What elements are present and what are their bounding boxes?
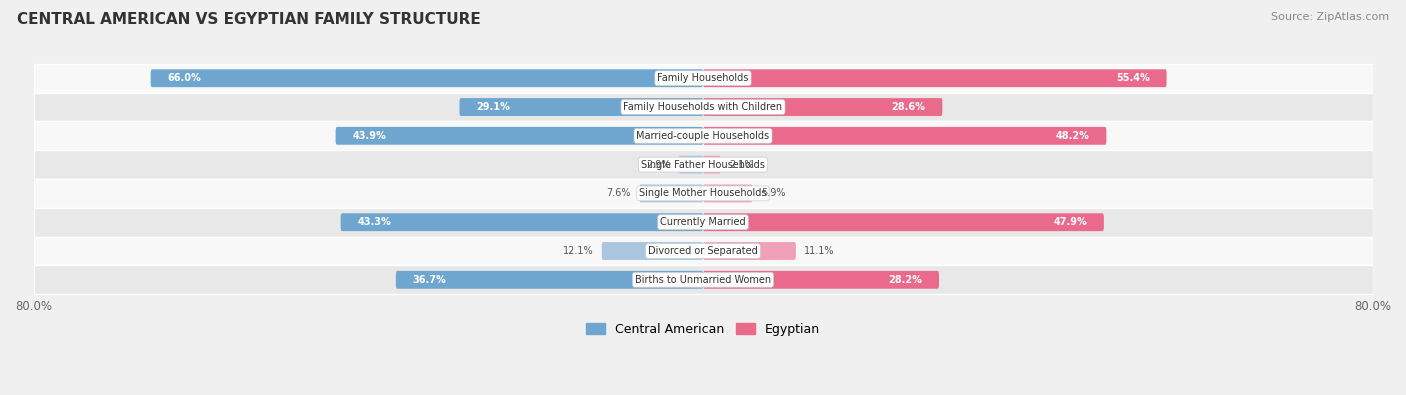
FancyBboxPatch shape <box>703 127 1107 145</box>
FancyBboxPatch shape <box>703 242 796 260</box>
Bar <box>34 179 1372 208</box>
FancyBboxPatch shape <box>460 98 703 116</box>
FancyBboxPatch shape <box>336 127 703 145</box>
FancyBboxPatch shape <box>703 69 1167 87</box>
Text: Family Households: Family Households <box>658 73 748 83</box>
Text: 36.7%: 36.7% <box>412 275 446 285</box>
FancyBboxPatch shape <box>703 156 720 173</box>
Bar <box>34 265 1372 294</box>
Text: 5.9%: 5.9% <box>761 188 785 198</box>
FancyBboxPatch shape <box>703 271 939 289</box>
Text: 2.9%: 2.9% <box>645 160 671 169</box>
Bar <box>34 150 1372 179</box>
Bar <box>34 64 1372 93</box>
Text: 11.1%: 11.1% <box>804 246 835 256</box>
FancyBboxPatch shape <box>703 98 942 116</box>
FancyBboxPatch shape <box>679 156 703 173</box>
FancyBboxPatch shape <box>703 213 1104 231</box>
Text: 43.3%: 43.3% <box>357 217 391 227</box>
Text: 28.2%: 28.2% <box>889 275 922 285</box>
Text: 43.9%: 43.9% <box>353 131 387 141</box>
Text: 66.0%: 66.0% <box>167 73 201 83</box>
Text: CENTRAL AMERICAN VS EGYPTIAN FAMILY STRUCTURE: CENTRAL AMERICAN VS EGYPTIAN FAMILY STRU… <box>17 12 481 27</box>
Bar <box>34 237 1372 265</box>
Text: 48.2%: 48.2% <box>1056 131 1090 141</box>
Text: 2.1%: 2.1% <box>728 160 754 169</box>
Text: Currently Married: Currently Married <box>661 217 745 227</box>
Bar <box>34 208 1372 237</box>
Text: 55.4%: 55.4% <box>1116 73 1150 83</box>
FancyBboxPatch shape <box>602 242 703 260</box>
Legend: Central American, Egyptian: Central American, Egyptian <box>581 318 825 341</box>
Text: 47.9%: 47.9% <box>1053 217 1087 227</box>
FancyBboxPatch shape <box>396 271 703 289</box>
Text: Single Mother Households: Single Mother Households <box>640 188 766 198</box>
FancyBboxPatch shape <box>340 213 703 231</box>
Text: 28.6%: 28.6% <box>891 102 925 112</box>
Text: Source: ZipAtlas.com: Source: ZipAtlas.com <box>1271 12 1389 22</box>
Bar <box>34 93 1372 121</box>
Text: Births to Unmarried Women: Births to Unmarried Women <box>636 275 770 285</box>
Text: 7.6%: 7.6% <box>606 188 631 198</box>
Text: Family Households with Children: Family Households with Children <box>623 102 783 112</box>
FancyBboxPatch shape <box>703 184 752 202</box>
Text: Single Father Households: Single Father Households <box>641 160 765 169</box>
Bar <box>34 121 1372 150</box>
FancyBboxPatch shape <box>640 184 703 202</box>
FancyBboxPatch shape <box>150 69 703 87</box>
Text: Divorced or Separated: Divorced or Separated <box>648 246 758 256</box>
Text: 29.1%: 29.1% <box>477 102 510 112</box>
Text: 12.1%: 12.1% <box>562 246 593 256</box>
Text: Married-couple Households: Married-couple Households <box>637 131 769 141</box>
